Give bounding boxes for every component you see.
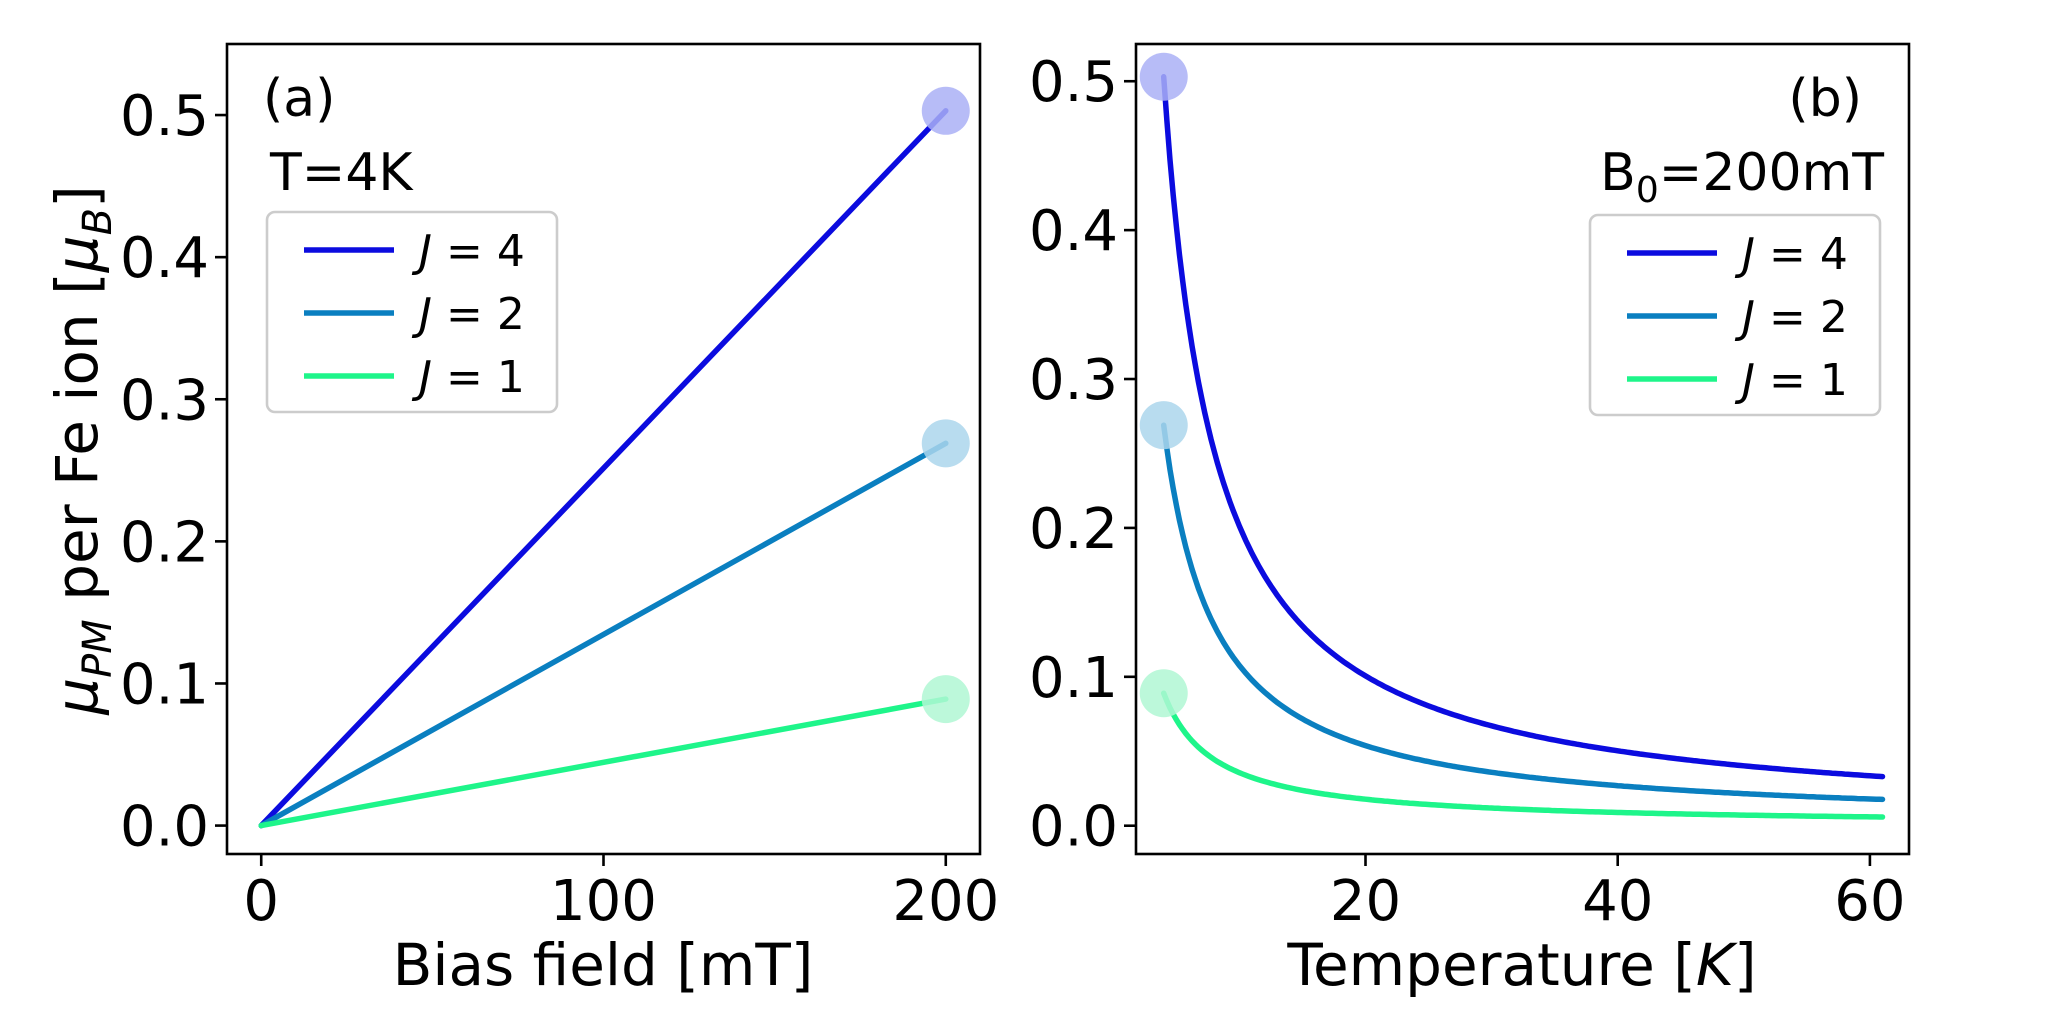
panel-b-y-tick-label: 0.1 [1029,646,1118,711]
panel-a-y-axis-label: μPM per Fe ion [μB] [43,185,121,716]
panel-b-legend-label-j4: J = 4 [1734,229,1848,280]
panel-b-x-ticks: 20 40 60 [1330,854,1906,934]
panel-b-y-tick-label: 0.5 [1029,50,1118,115]
panel-a-y-tick-label: 0.2 [120,510,209,575]
panel-b-legend-label-j1: J = 1 [1734,355,1848,406]
panel-a-y-tick-label: 0.3 [120,368,209,433]
panel-a-y-tick-label: 0.4 [120,226,209,291]
panel-b-legend: J = 4 J = 2 J = 1 [1588,213,1882,417]
panel-a-legend-box [265,210,559,414]
panel-a-y-ticks: 0.0 0.1 0.2 0.3 0.4 0.5 [120,84,227,860]
panel-b: 20 40 60 0.0 0.1 0.2 0.3 0.4 0.5 (b) B0=200mT T… [1029,42,1911,999]
panel-b-y-tick-label: 0.4 [1029,199,1118,264]
y-axis-mu-symbol: μ [43,678,111,716]
panel-b-line-j4 [1160,74,1886,780]
panel-a-line-j1 [258,696,949,829]
panel-b-frame [1134,42,1911,856]
panel-a-x-tick-label: 100 [550,869,657,934]
panel-a-x-tick-label: 0 [243,869,279,934]
panel-a-legend-label-j1: J = 1 [411,352,525,403]
panel-a-label: (a) [263,69,335,129]
panel-b-legend-label-j2: J = 2 [1734,292,1848,343]
y-axis-unit-mu: μ [43,235,111,273]
panel-a-legend-label-j4: J = 4 [411,226,525,277]
panel-a-x-tick-label: 200 [892,869,999,934]
panel-b-y-ticks: 0.0 0.1 0.2 0.3 0.4 0.5 [1029,50,1136,860]
panel-a-y-tick-label: 0.5 [120,84,209,149]
panel-a-legend: J = 4 J = 2 J = 1 [265,210,559,414]
panel-a-y-tick-label: 0.1 [120,652,209,717]
panel-a-endpoint-marker-j2 [921,419,970,468]
panel-b-plot-area [1139,52,1886,820]
panel-b-endpoint-marker-j2 [1139,401,1188,450]
y-axis-unit-subscript: B [75,208,121,235]
panel-a-line-j4 [258,108,949,829]
panel-a-legend-label-j2: J = 2 [411,289,525,340]
panel-b-endpoint-marker-j4 [1139,52,1188,101]
panel-b-x-tick-label: 20 [1330,869,1401,934]
panel-b-legend-box [1588,213,1882,417]
panel-b-y-tick-label: 0.0 [1029,795,1118,860]
panel-b-line-j1 [1160,690,1886,820]
panel-b-endpoint-marker-j1 [1139,669,1188,718]
panel-b-x-tick-label: 60 [1834,869,1905,934]
panel-a-endpoint-marker-j4 [921,86,970,135]
panel-a-temperature-annotation: T=4K [269,143,414,203]
panel-a: 0 100 200 0.0 0.1 0.2 0.3 0.4 0.5 (a) T=4K Bias… [43,42,999,999]
panel-a-y-tick-label: 0.0 [120,795,209,860]
y-axis-label-text: per Fe ion [43,313,111,600]
panel-a-line-j2 [258,440,949,829]
panel-b-x-tick-label: 40 [1582,869,1653,934]
panel-b-x-axis-label: Temperature [K] [1286,931,1756,999]
y-axis-mu-subscript: PM [75,619,121,678]
panel-a-x-axis-label: Bias field [mT] [393,931,814,999]
panel-b-label: (b) [1788,69,1862,129]
panel-b-y-tick-label: 0.2 [1029,497,1118,562]
panel-a-x-ticks: 0 100 200 [243,854,999,934]
panel-b-field-annotation: B0=200mT [1600,143,1884,211]
panel-a-plot-area [258,86,970,829]
panel-b-line-j2 [1160,422,1886,803]
panel-b-y-tick-label: 0.3 [1029,348,1118,413]
panel-a-endpoint-marker-j1 [921,675,970,724]
